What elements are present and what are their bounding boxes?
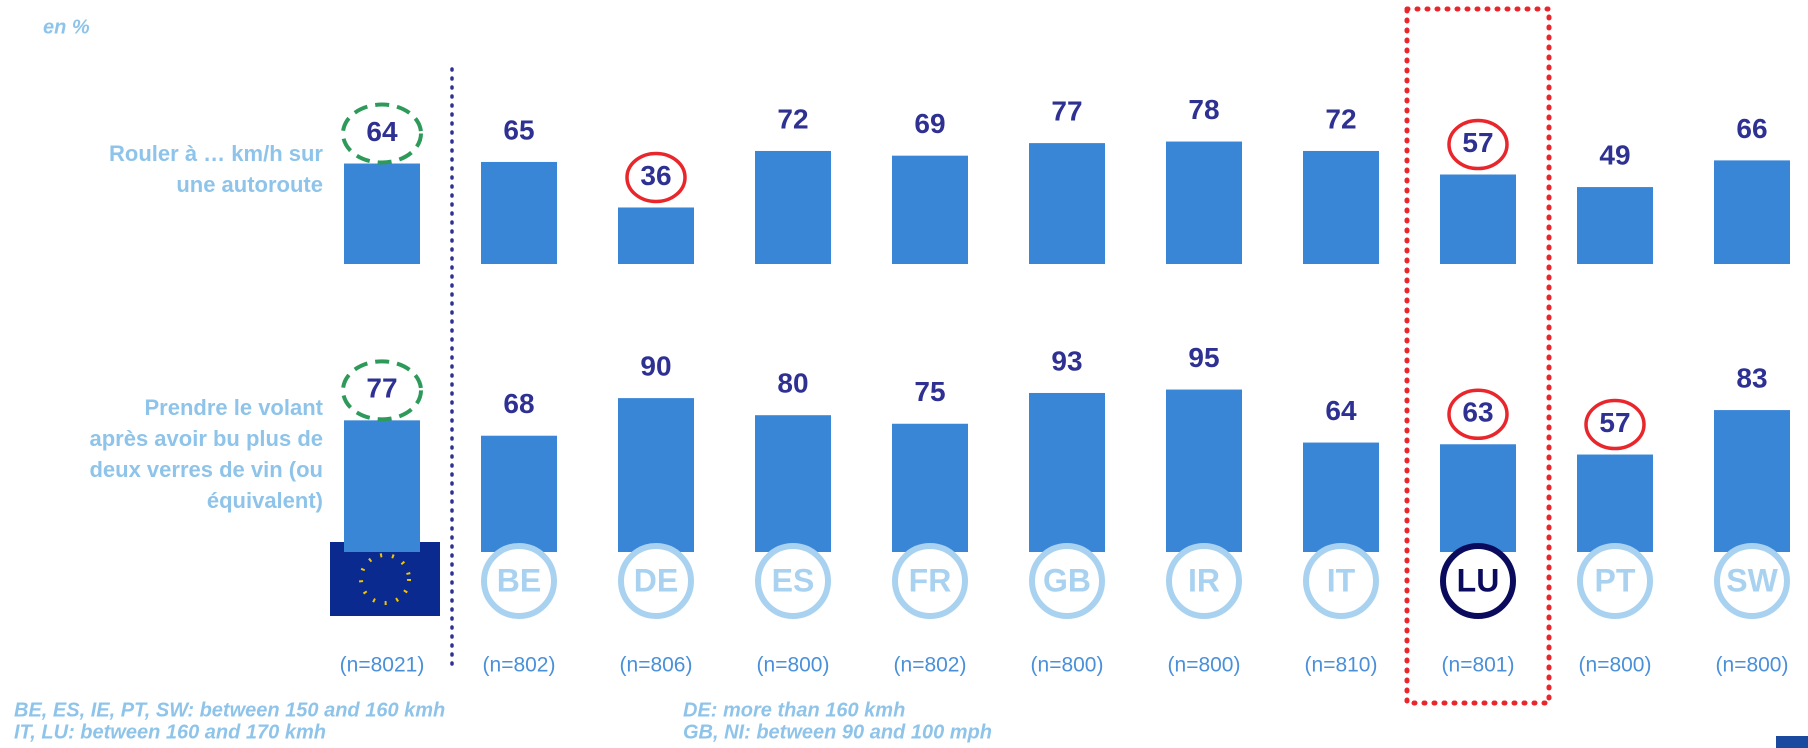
value-label: 64 xyxy=(366,116,398,147)
eu-flag xyxy=(330,542,440,616)
value-label: 93 xyxy=(1051,345,1082,376)
bar xyxy=(1166,141,1242,264)
country-badge xyxy=(1303,543,1379,619)
bar xyxy=(1029,392,1105,552)
bar xyxy=(618,398,694,552)
subtitle: en % xyxy=(43,16,90,38)
value-circle xyxy=(1584,398,1646,451)
eu-highlight xyxy=(341,102,423,165)
series-label: Prendre le volant xyxy=(144,395,323,420)
bar xyxy=(755,150,831,264)
bar xyxy=(892,423,968,552)
x-tick-label: SW xyxy=(1726,562,1778,598)
value-label: 64 xyxy=(1325,395,1357,426)
series-label: équivalent) xyxy=(207,488,323,513)
footnote: DE: more than 160 kmh xyxy=(683,699,905,721)
footnote: BE, ES, IE, PT, SW: between 150 and 160 … xyxy=(14,699,445,721)
x-tick-label: FR xyxy=(909,562,952,598)
sample-size: (n=800) xyxy=(1031,654,1104,677)
x-tick-label: PT xyxy=(1595,562,1636,598)
sample-size: (n=810) xyxy=(1305,654,1378,677)
sample-size: (n=800) xyxy=(1168,654,1241,677)
series-label: une autoroute xyxy=(176,172,323,197)
highlight-box xyxy=(1404,6,1552,706)
x-tick-label: LU xyxy=(1457,562,1500,598)
country-badge xyxy=(1577,543,1653,619)
bar xyxy=(1303,150,1379,264)
value-label: 72 xyxy=(1325,103,1356,134)
x-tick-label: IT xyxy=(1327,562,1356,598)
country-badge xyxy=(892,543,968,619)
value-label: 57 xyxy=(1599,407,1630,438)
series-label: après avoir bu plus de xyxy=(89,426,323,451)
value-label: 69 xyxy=(914,108,945,139)
sample-size: (n=800) xyxy=(757,654,830,677)
sample-size: (n=800) xyxy=(1579,654,1652,677)
bar xyxy=(1029,143,1105,264)
x-tick-label: ES xyxy=(772,562,815,598)
x-tick-label: GB xyxy=(1043,562,1091,598)
value-label: 66 xyxy=(1736,113,1767,144)
bar xyxy=(344,420,420,552)
country-badge xyxy=(618,543,694,619)
country-badge xyxy=(1440,543,1516,619)
bar xyxy=(1303,442,1379,552)
x-tick-label: DE xyxy=(634,562,678,598)
bar xyxy=(481,435,557,552)
x-tick-label: IR xyxy=(1188,562,1220,598)
value-circle xyxy=(625,151,687,204)
value-label: 36 xyxy=(640,160,671,191)
series-label: deux verres de vin (ou xyxy=(89,457,323,482)
bar xyxy=(1714,160,1790,264)
country-badge xyxy=(755,543,831,619)
bar xyxy=(892,155,968,264)
bar xyxy=(1166,389,1242,552)
country-badge xyxy=(1166,543,1242,619)
sample-size: (n=8021) xyxy=(340,654,425,677)
bar xyxy=(481,161,557,264)
footnote: GB, NI: between 90 and 100 mph xyxy=(683,721,992,743)
country-badge xyxy=(481,543,557,619)
bar xyxy=(344,163,420,264)
value-circle xyxy=(1447,388,1509,441)
series-label: Rouler à … km/h sur xyxy=(109,141,323,166)
footnote: IT, LU: between 160 and 170 kmh xyxy=(14,721,326,743)
bar xyxy=(1714,410,1790,552)
sample-size: (n=800) xyxy=(1716,654,1789,677)
sample-size: (n=802) xyxy=(483,654,556,677)
sample-size: (n=801) xyxy=(1442,654,1515,677)
country-badge xyxy=(1714,543,1790,619)
value-label: 49 xyxy=(1599,139,1630,170)
bar xyxy=(1577,454,1653,552)
value-label: 65 xyxy=(503,114,534,145)
value-label: 80 xyxy=(777,368,808,399)
bar xyxy=(1440,174,1516,264)
value-label: 83 xyxy=(1736,362,1767,393)
eu-highlight xyxy=(341,359,423,422)
sample-size: (n=802) xyxy=(894,654,967,677)
value-label: 78 xyxy=(1188,94,1219,125)
bar xyxy=(1577,187,1653,264)
value-label: 57 xyxy=(1462,127,1493,158)
bar xyxy=(755,415,831,552)
value-label: 77 xyxy=(1051,96,1082,127)
sample-size: (n=806) xyxy=(620,654,693,677)
x-tick-label: BE xyxy=(497,562,541,598)
bar xyxy=(618,207,694,264)
value-label: 75 xyxy=(914,376,945,407)
country-badge xyxy=(1029,543,1105,619)
corner-mark xyxy=(1776,736,1808,748)
value-label: 95 xyxy=(1188,342,1219,373)
value-label: 68 xyxy=(503,388,534,419)
value-label: 72 xyxy=(777,103,808,134)
value-label: 77 xyxy=(366,373,397,404)
bar xyxy=(1440,444,1516,552)
value-circle xyxy=(1447,118,1509,171)
value-label: 63 xyxy=(1462,397,1493,428)
value-label: 90 xyxy=(640,350,671,381)
